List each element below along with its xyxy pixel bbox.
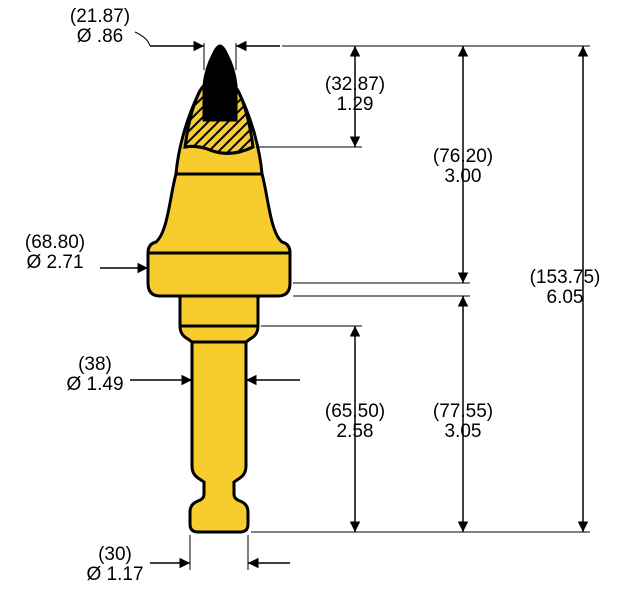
svg-text:(65.50): (65.50)	[325, 401, 385, 422]
dim-shank-len: (65.50) 2.58	[251, 326, 385, 532]
dim-flange-dia: (68.80) Ø 2.71	[25, 232, 148, 273]
svg-text:(76.20): (76.20)	[433, 146, 493, 167]
dim-text: (77.55)	[433, 401, 493, 422]
dim-base-dia: (30) Ø 1.17	[86, 535, 290, 585]
dim-text: Ø 2.71	[26, 252, 83, 273]
part-drawing	[148, 46, 290, 532]
svg-text:Ø .86: Ø .86	[77, 26, 123, 47]
svg-text:(32.87): (32.87)	[325, 74, 385, 95]
svg-text:(21.87): (21.87)	[70, 6, 130, 27]
svg-text:3.00: 3.00	[445, 166, 482, 187]
svg-text:(38): (38)	[78, 354, 112, 375]
svg-text:2.58: 2.58	[337, 421, 374, 442]
dim-tip-height: (32.87) 1.29	[256, 46, 385, 147]
dim-total-height: (153.75) 6.05	[251, 46, 600, 532]
dim-head-height: (76.20) 3.00	[293, 46, 493, 283]
svg-text:1.29: 1.29	[337, 94, 374, 115]
dim-text: (21.87)	[70, 6, 130, 27]
dim-text: (153.75)	[530, 267, 601, 288]
svg-text:(30): (30)	[98, 544, 132, 565]
dim-text: (68.80)	[25, 232, 85, 253]
part-shank	[180, 296, 258, 532]
svg-text:6.05: 6.05	[547, 287, 584, 308]
dim-text: 6.05	[547, 287, 584, 308]
svg-text:(153.75): (153.75)	[530, 267, 601, 288]
dim-text: (76.20)	[433, 146, 493, 167]
dim-text: Ø 1.17	[86, 564, 143, 585]
svg-text:Ø 1.17: Ø 1.17	[86, 564, 143, 585]
dim-text: (32.87)	[325, 74, 385, 95]
dim-text: 3.05	[445, 421, 482, 442]
dim-tip-dia: (21.87) Ø .86	[70, 6, 280, 70]
dim-text: 1.29	[337, 94, 374, 115]
dim-text: (30)	[98, 544, 132, 565]
svg-text:Ø 1.49: Ø 1.49	[66, 374, 123, 395]
dim-text: (38)	[78, 354, 112, 375]
part-flange	[148, 174, 290, 296]
part-carbide-tip	[204, 46, 236, 120]
dim-text: Ø .86	[77, 26, 123, 47]
svg-text:(77.55): (77.55)	[433, 401, 493, 422]
svg-text:3.05: 3.05	[445, 421, 482, 442]
dim-shank-dia: (38) Ø 1.49	[66, 354, 300, 395]
dim-text: Ø 1.49	[66, 374, 123, 395]
svg-text:(68.80): (68.80)	[25, 232, 85, 253]
dim-text: 2.58	[337, 421, 374, 442]
dim-text: 3.00	[445, 166, 482, 187]
dim-text: (65.50)	[325, 401, 385, 422]
dim-lower-len: (77.55) 3.05	[293, 296, 493, 532]
svg-text:Ø 2.71: Ø 2.71	[26, 252, 83, 273]
